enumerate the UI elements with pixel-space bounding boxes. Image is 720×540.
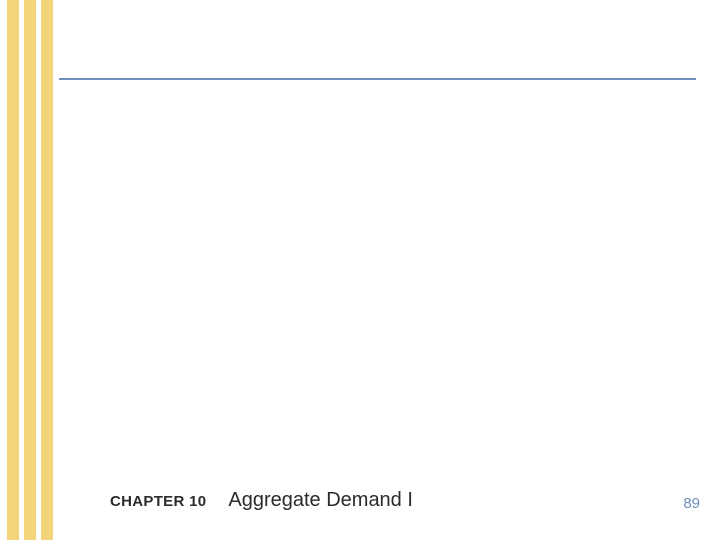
decorative-stripe bbox=[7, 0, 19, 540]
chapter-title: Aggregate Demand I bbox=[228, 489, 413, 512]
chapter-label: CHAPTER 10 bbox=[110, 493, 206, 510]
decorative-stripe bbox=[41, 0, 53, 540]
slide-footer: CHAPTER 10 Aggregate Demand I 89 bbox=[0, 489, 720, 512]
decorative-stripe bbox=[24, 0, 36, 540]
page-number: 89 bbox=[683, 495, 700, 512]
header-divider bbox=[59, 78, 696, 80]
